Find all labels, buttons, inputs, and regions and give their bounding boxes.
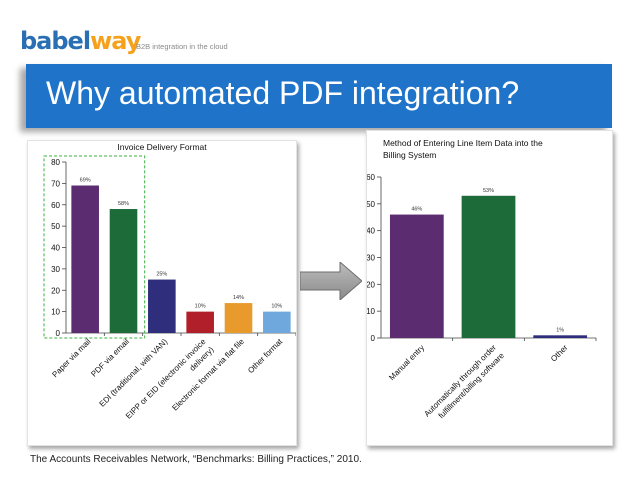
chart-title: Invoice Delivery Format [117,142,207,152]
logo-text-way: way [90,27,141,55]
y-tick-label: 40 [367,227,376,236]
bar [148,279,176,333]
bar [533,335,588,338]
source-citation: The Accounts Receivables Network, “Bench… [30,454,362,465]
y-tick-label: 40 [51,244,60,253]
y-tick-label: 0 [371,334,376,343]
category-label: EDI (traditional, with VAN) [98,337,170,409]
data-label: 25% [156,272,167,278]
invoice-delivery-chart: Invoice Delivery Format 0 10 20 30 40 50 60 70 80… [43,142,296,421]
y-tick-label: 50 [51,222,60,231]
y-tick-label: 20 [51,286,60,295]
data-label: 46% [411,207,422,213]
chart-panel-line-item-entry: Method of Entering Line Item Data into t… [366,130,613,446]
y-tick-label: 50 [367,200,376,209]
y-tick-label: 70 [51,179,60,188]
data-label: 10% [271,304,282,310]
y-tick-label: 60 [367,173,376,182]
bar [389,214,444,338]
category-label: Paper via mail [50,337,92,379]
bar [186,311,214,333]
line-item-entry-chart: Method of Entering Line Item Data into t… [367,138,597,421]
chart-title: Billing System [383,150,436,160]
data-label: 58% [118,201,129,207]
y-tick-label: 10 [51,308,60,317]
chart-title: Method of Entering Line Item Data into t… [383,138,543,148]
data-label: 1% [556,327,564,333]
data-label: 53% [483,188,494,194]
data-label: 10% [195,304,206,310]
y-tick-label: 20 [367,280,376,289]
logo-text-babel: babel [20,27,91,55]
slide-title: Why automated PDF integration? [46,75,520,111]
babelway-logo: babelway [20,27,141,55]
category-label: fulfillment/billing software [437,351,507,421]
y-tick-label: 60 [51,201,60,210]
category-label: Other format [246,337,285,376]
category-label: Other [549,343,570,364]
category-label: Automatically through order [422,343,498,419]
logo-tagline: B2B integration in the cloud [136,42,228,51]
chart-panel-invoice-delivery: Invoice Delivery Format 0 10 20 30 40 50 60 70 80… [27,140,297,446]
category-label: Manual entry [387,343,426,382]
highlight-box [43,155,146,339]
bar [461,195,516,338]
title-banner: Why automated PDF integration? [26,64,612,128]
y-tick-label: 30 [51,265,60,274]
category-label: EIPP or EID (electronic invoice [124,337,208,421]
arrow-right-icon [300,262,362,300]
data-label: 69% [80,178,91,184]
bar [109,209,138,333]
bar [71,185,99,333]
y-tick-label: 10 [367,307,376,316]
y-tick-label: 30 [367,254,376,263]
data-label: 14% [233,295,244,301]
y-tick-label: 80 [51,158,60,167]
bar [224,303,253,333]
bar [263,311,291,333]
y-tick-label: 0 [56,329,61,338]
category-label: PDF via email [89,337,131,379]
